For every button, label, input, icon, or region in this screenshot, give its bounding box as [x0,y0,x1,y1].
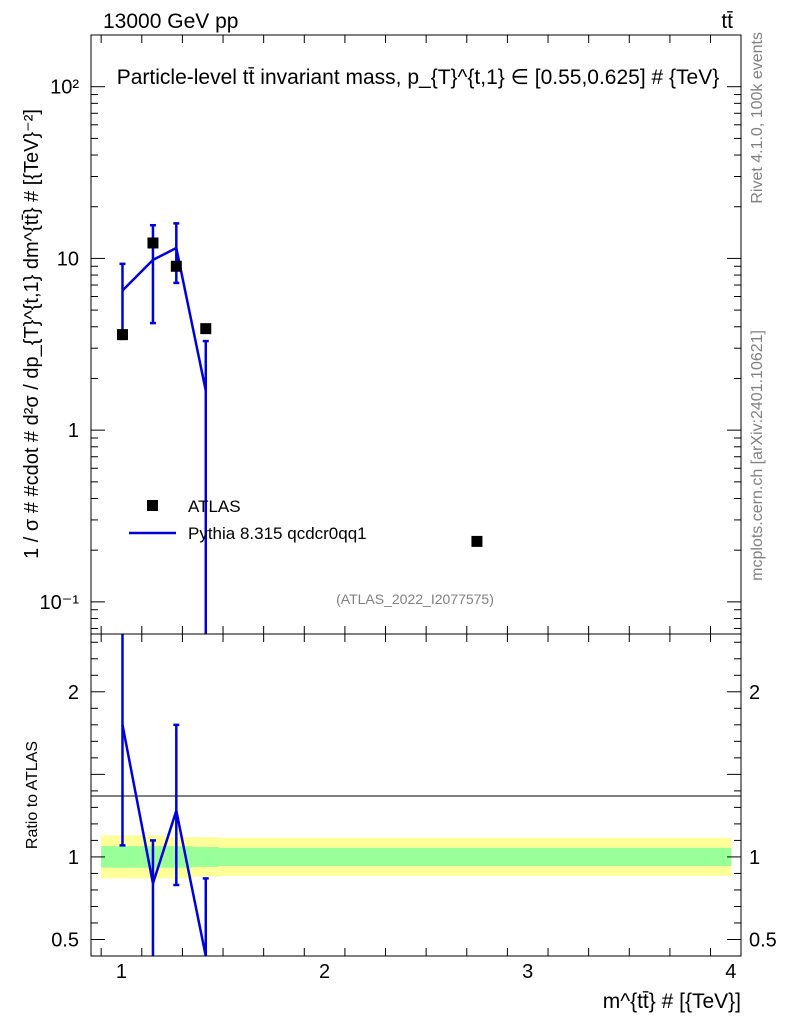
ratio-y-label: Ratio to ATLAS [24,741,41,849]
ratio-y-tick-label-right: 0.5 [749,929,777,951]
band-green [192,847,220,867]
atlas-point [471,535,483,547]
legend-atlas-label: ATLAS [188,497,241,516]
y-tick-label: 10² [50,77,79,99]
main-data [116,222,483,634]
ratio-y-axis: 0.5 0.5 1 1 2 2 [51,641,777,957]
ratio-y-tick-label: 2 [68,682,79,704]
atlas-point [200,323,212,335]
ratio-panel: 0.5 0.5 1 1 2 2 1 2 3 4 Ratio to ATLAS m^{tt̄} #… [24,633,777,1013]
main-frame [90,34,742,635]
y-tick-label: 10⁻¹ [40,592,80,614]
y-tick-label: 1 [68,420,79,442]
main-y-axis: 10⁻¹ 1 10 10² [40,34,741,629]
header-right: tt̄ [721,10,733,33]
legend-atlas-marker [147,500,158,511]
x-tick-label: 4 [725,961,736,983]
legend-pythia-label: Pythia 8.315 qcdcr0qq1 [188,524,367,543]
ratio-uncertainty-bands [101,835,732,879]
ratio-pythia-line [121,724,207,957]
header-left: 13000 GeV pp [103,10,238,33]
atlas-point [116,329,128,341]
band-green [101,846,143,868]
pythia-line [121,246,207,391]
analysis-watermark: (ATLAS_2022_I2077575) [336,591,494,607]
ratio-y-tick-label: 1 [68,847,79,869]
atlas-point [170,260,182,272]
rivet-label: Rivet 4.1.0, 100k events [749,32,766,204]
ratio-frame [90,633,742,957]
x-tick-label: 1 [116,961,127,983]
x-tick-label: 2 [319,961,330,983]
legend: ATLAS Pythia 8.315 qcdcr0qq1 [129,497,367,543]
ratio-y-tick-label: 0.5 [51,929,79,951]
ratio-y-tick-label-right: 1 [749,847,760,869]
main-panel: 10⁻¹ 1 10 10² (ATLAS_2022_I2077575) Particl… [21,34,742,635]
band-green [164,846,194,868]
y-tick-label: 10 [57,248,79,270]
atlas-point [147,237,159,249]
chart-title: Particle-level tt̄ invariant mass, p_{T}… [117,66,720,89]
band-green [218,847,732,867]
mcplots-label: mcplots.cern.ch [arXiv:2401.10621] [749,330,766,581]
x-tick-label: 3 [522,961,533,983]
ratio-y-tick-label-right: 2 [749,682,760,704]
main-y-label: 1 / σ # #cdot # d²σ / dp_{T}^{t,1} dm^{t… [21,109,43,559]
ratio-data [119,634,209,957]
ratio-x-axis: 1 2 3 4 [100,634,736,983]
x-axis-label: m^{tt̄} # [{TeV}] [603,990,741,1013]
main-x-ticks [100,35,712,634]
